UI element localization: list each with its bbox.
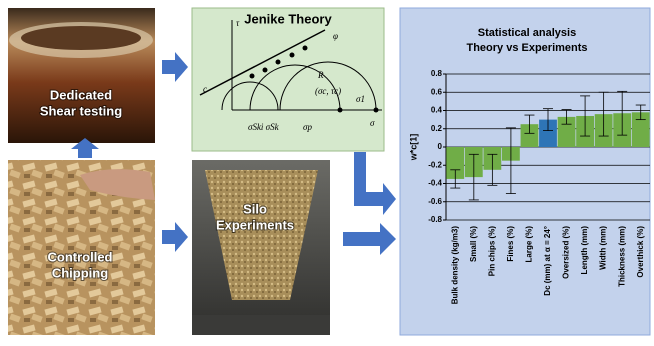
- arrow: [162, 222, 188, 252]
- x-tick-label: Length (mm): [580, 226, 589, 275]
- y-tick-label: 0.4: [431, 106, 443, 115]
- y-tick-label: -0.4: [428, 179, 442, 188]
- jenike-diagram: Jenike Theory c R φ (σc, τc) σSki σSk σp…: [192, 8, 384, 151]
- x-tick-label: Pin chips (%): [487, 226, 496, 277]
- x-tick-label: Width (mm): [599, 226, 608, 270]
- x-tick-label: Thickness (mm): [617, 226, 626, 287]
- chart-title: Theory vs Experiments: [466, 42, 587, 54]
- jenike-title: Jenike Theory: [244, 11, 332, 26]
- x-tick-label: Small (%): [469, 226, 478, 262]
- y-tick-label: 0.8: [431, 69, 443, 78]
- x-tick-label: Bulk density (kg/m3): [450, 226, 459, 305]
- arrow: [343, 223, 396, 255]
- jenike-label: R: [317, 70, 324, 80]
- jenike-label: (σc, τc): [315, 86, 341, 96]
- x-tick-label: Dc (mm) at α = 24°: [543, 226, 552, 296]
- x-tick-label: Large (%): [525, 226, 534, 263]
- jenike-label: σ: [370, 118, 375, 128]
- y-tick-label: 0.2: [431, 124, 443, 133]
- x-tick-label: Oversized (%): [562, 226, 571, 279]
- silo-line: Silo: [243, 201, 267, 216]
- y-tick-label: -0.6: [428, 197, 442, 206]
- chipping-line: Controlled: [48, 249, 113, 264]
- chipping-photo: Controlled Chipping: [8, 160, 155, 335]
- y-axis-label: w*c[1]: [408, 134, 418, 162]
- figure: Dedicated Shear testing Controlled Chipp…: [0, 0, 654, 341]
- x-tick-label: Fines (%): [506, 226, 515, 262]
- jenike-label: σSki σSk: [248, 122, 280, 132]
- shear-line: Dedicated: [50, 87, 112, 102]
- jenike-label: σp: [303, 122, 312, 132]
- jenike-label: c: [203, 84, 207, 94]
- x-tick-label: Overthick (%): [636, 226, 645, 278]
- y-tick-label: -0.2: [428, 160, 442, 169]
- chart-panel: [400, 8, 650, 335]
- silo-line: Experiments: [216, 217, 294, 232]
- y-tick-label: 0: [438, 142, 443, 151]
- jenike-label: σ1: [356, 94, 365, 104]
- y-tick-label: 0.6: [431, 87, 443, 96]
- jenike-label: φ: [333, 31, 338, 41]
- chipping-line: Chipping: [52, 265, 108, 280]
- shear-photo: Dedicated Shear testing: [8, 8, 155, 143]
- y-tick-label: -0.8: [428, 215, 442, 224]
- chart-title: Statistical analysis: [478, 27, 576, 39]
- shear-line: Shear testing: [40, 103, 122, 118]
- arrow: [354, 152, 396, 215]
- silo-photo: Silo Experiments: [192, 160, 330, 335]
- arrow: [162, 52, 188, 82]
